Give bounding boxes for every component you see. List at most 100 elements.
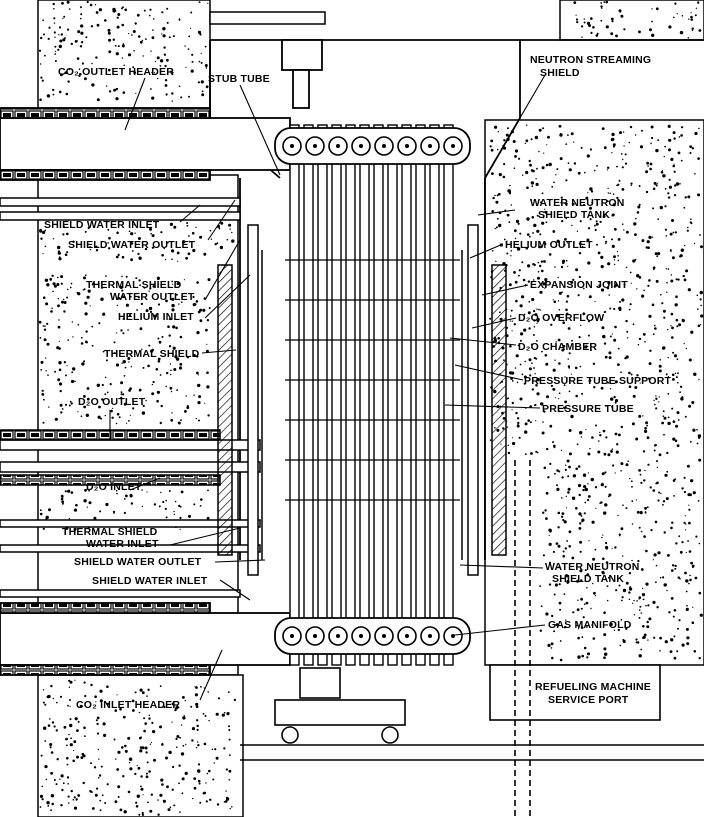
stipple-dot (190, 705, 193, 708)
stipple-dot (610, 397, 614, 401)
stipple-dot (622, 639, 626, 644)
stipple-dot (681, 541, 684, 544)
stipple-dot (625, 355, 629, 359)
stipple-dot (554, 472, 556, 475)
stipple-dot (671, 336, 674, 339)
stipple-dot (622, 504, 624, 507)
stipple-dot (186, 224, 189, 227)
stipple-dot (636, 274, 640, 278)
stipple-dot (638, 337, 642, 341)
stipple-dot (168, 490, 171, 492)
stipple-dot (154, 60, 156, 63)
stipple-dot (164, 64, 167, 68)
stipple-dot (644, 469, 646, 472)
stipple-dot (157, 357, 161, 361)
stipple-dot (162, 500, 165, 504)
stipple-dot (74, 717, 78, 721)
stipple-dot (174, 500, 177, 503)
stipple-dot (52, 88, 55, 92)
stipple-dot (102, 350, 105, 353)
stipple-dot (231, 231, 233, 234)
stipple-dot (145, 399, 147, 402)
stipple-dot (86, 0, 89, 4)
stipple-dot (694, 173, 696, 175)
stipple-dot (133, 71, 137, 74)
bottom-support (240, 460, 704, 817)
stipple-dot (675, 542, 678, 545)
stipple-dot (506, 426, 509, 428)
stipple-dot (113, 352, 116, 355)
stipple-dot (105, 85, 108, 87)
stipple-dot (607, 262, 611, 266)
stipple-dot (604, 310, 607, 313)
stipple-dot (675, 318, 679, 322)
stipple-dot (678, 619, 681, 622)
stipple-dot (44, 278, 49, 282)
stipple-dot (549, 530, 552, 533)
stipple-dot (545, 491, 549, 495)
stipple-dot (639, 510, 643, 515)
stipple-dot (644, 426, 647, 430)
stipple-dot (638, 276, 642, 279)
stipple-dot (675, 182, 680, 186)
stipple-dot (685, 347, 688, 350)
stipple-dot (59, 39, 63, 43)
stipple-dot (583, 203, 585, 206)
stipple-dot (86, 506, 88, 508)
stipple-dot (170, 369, 172, 372)
stipple-dot (617, 363, 620, 366)
stipple-dot (557, 544, 561, 548)
stipple-dot (664, 640, 668, 644)
stipple-dot (152, 730, 156, 734)
stipple-dot (548, 162, 552, 167)
stipple-dot (69, 723, 73, 728)
stipple-dot (580, 324, 582, 327)
stipple-dot (57, 251, 61, 255)
stipple-dot (115, 758, 117, 760)
stipple-dot (489, 145, 492, 148)
stipple-dot (127, 357, 131, 360)
stipple-dot (532, 232, 534, 234)
stipple-dot (631, 486, 633, 488)
label-water-neutron-shield-tank-top-1: WATER NEUTRON (530, 197, 625, 209)
stipple-dot (184, 771, 188, 776)
stipple-dot (60, 282, 63, 285)
stipple-dot (679, 391, 681, 394)
stipple-dot (560, 196, 563, 199)
stipple-dot (214, 748, 217, 751)
stipple-dot (44, 229, 47, 232)
stipple-dot (492, 196, 495, 200)
stipple-dot (610, 450, 613, 453)
stipple-dot (681, 126, 684, 129)
stipple-dot (655, 184, 658, 187)
stipple-dot (536, 229, 540, 233)
stipple-dot (50, 684, 53, 688)
stipple-dot (611, 152, 613, 154)
stipple-dot (67, 28, 70, 31)
stipple-dot (528, 300, 531, 303)
stipple-dot (564, 547, 567, 550)
stipple-dot (550, 323, 553, 326)
stipple-dot (673, 16, 675, 19)
stipple-dot (182, 744, 185, 747)
stipple-dot (582, 616, 585, 619)
stipple-dot (552, 368, 556, 372)
stipple-dot (78, 68, 81, 70)
stipple-dot (536, 320, 540, 323)
stipple-dot (106, 391, 109, 394)
stipple-dot (178, 85, 181, 88)
stipple-dot (192, 354, 196, 357)
stipple-dot (105, 359, 108, 362)
stipple-dot (70, 737, 72, 740)
pressure-tube (331, 124, 342, 666)
stipple-dot (630, 373, 633, 376)
stipple-dot (104, 376, 107, 379)
stipple-dot (206, 772, 209, 775)
stipple-dot (624, 153, 627, 156)
stipple-dot (134, 232, 136, 234)
stipple-dot (489, 317, 492, 320)
stipple-dot (692, 491, 696, 495)
stipple-dot (644, 429, 648, 433)
stipple-dot (133, 224, 135, 226)
stipple-dot (667, 328, 669, 331)
